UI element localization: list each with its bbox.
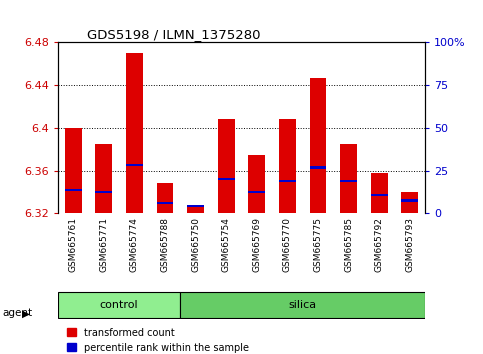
Bar <box>187 205 204 207</box>
Bar <box>371 173 387 213</box>
Text: GSM665788: GSM665788 <box>160 217 170 272</box>
Text: GSM665761: GSM665761 <box>69 217 78 272</box>
Bar <box>156 201 173 204</box>
Bar <box>340 144 357 213</box>
Text: GSM665754: GSM665754 <box>222 217 231 272</box>
Bar <box>401 192 418 213</box>
Text: GDS5198 / ILMN_1375280: GDS5198 / ILMN_1375280 <box>87 28 261 41</box>
Bar <box>218 178 235 180</box>
Text: GSM665775: GSM665775 <box>313 217 323 272</box>
Bar <box>126 53 143 213</box>
Bar <box>310 166 327 169</box>
Text: GSM665774: GSM665774 <box>130 217 139 272</box>
Bar <box>96 191 112 193</box>
Bar <box>279 119 296 213</box>
Bar <box>279 180 296 182</box>
Text: GSM665793: GSM665793 <box>405 217 414 272</box>
Text: GSM665785: GSM665785 <box>344 217 353 272</box>
Text: GSM665792: GSM665792 <box>375 217 384 272</box>
Bar <box>310 78 327 213</box>
Text: ▶: ▶ <box>22 308 30 318</box>
Text: silica: silica <box>289 300 317 310</box>
Bar <box>58 292 180 318</box>
Text: agent: agent <box>2 308 32 318</box>
Bar <box>180 292 425 318</box>
Bar <box>156 183 173 213</box>
Bar <box>187 206 204 213</box>
Bar <box>401 199 418 202</box>
Text: GSM665750: GSM665750 <box>191 217 200 272</box>
Bar <box>218 119 235 213</box>
Text: GSM665770: GSM665770 <box>283 217 292 272</box>
Bar <box>96 144 112 213</box>
Text: GSM665769: GSM665769 <box>252 217 261 272</box>
Text: GSM665771: GSM665771 <box>99 217 108 272</box>
Bar <box>248 191 265 193</box>
Text: control: control <box>100 300 139 310</box>
Bar <box>126 164 143 166</box>
Legend: transformed count, percentile rank within the sample: transformed count, percentile rank withi… <box>63 324 253 354</box>
Bar <box>65 189 82 191</box>
Bar <box>248 155 265 213</box>
Bar <box>65 128 82 213</box>
Bar <box>340 180 357 182</box>
Bar <box>371 194 387 196</box>
